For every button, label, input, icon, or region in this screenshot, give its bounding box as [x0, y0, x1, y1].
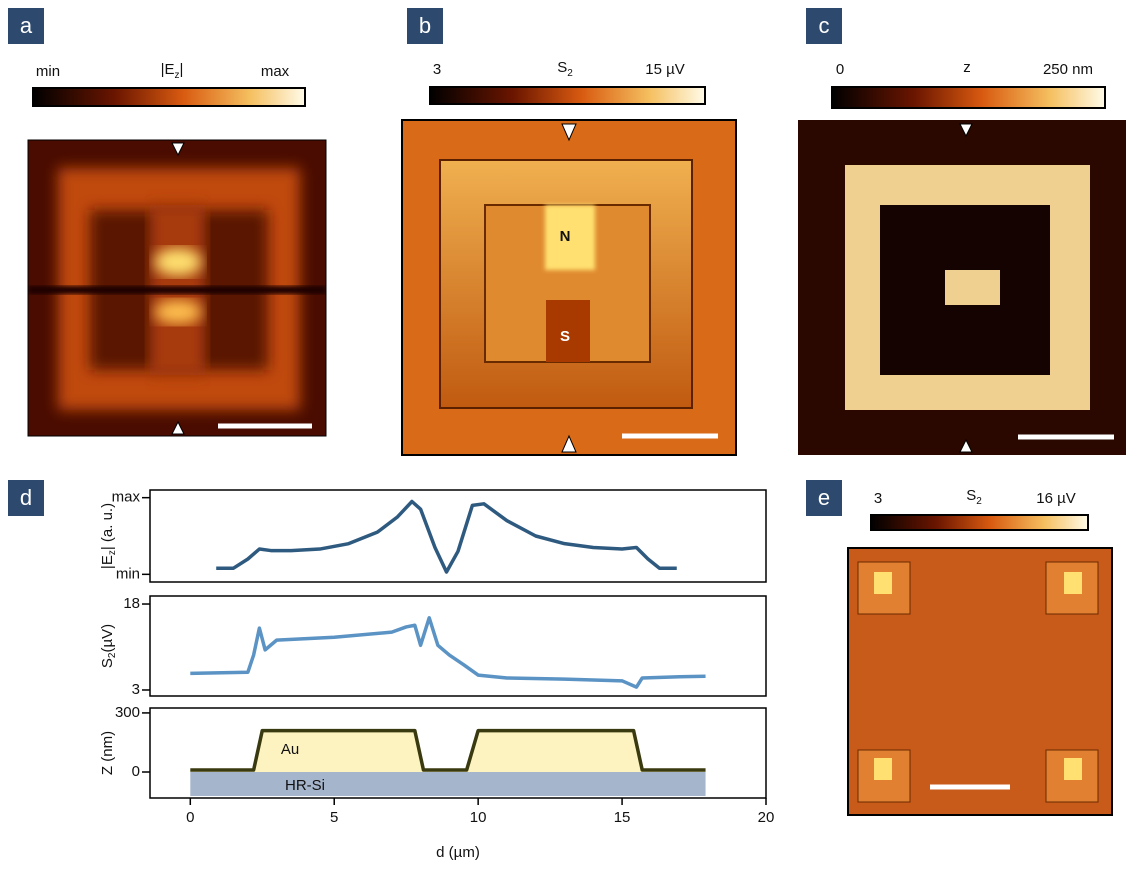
cbar-min: 3	[874, 490, 882, 507]
line	[190, 728, 706, 772]
cbar-max: max	[261, 63, 290, 80]
annotation: N	[560, 228, 571, 245]
panel-label: b	[419, 13, 431, 38]
y-tick-label: 18	[123, 595, 140, 612]
colorbars: min |Ez| max 3 S2 15 µV 0 z 250 nm 3 S2 …	[32, 59, 1106, 531]
annotation: S	[560, 328, 570, 345]
y-axis-label: Z (nm)	[99, 731, 116, 775]
photovoltage-overview	[847, 547, 1113, 816]
marker	[171, 420, 185, 435]
panel-label: d	[20, 485, 32, 510]
cbar-max: 250 nm	[1043, 61, 1093, 78]
y-axis-label: |Ez| (a. u.)	[99, 503, 118, 569]
cbar-title: S2	[966, 487, 982, 507]
x-tick-label: 5	[330, 809, 338, 826]
cbar-max: 15 µV	[645, 61, 685, 78]
photovoltage-map: N S	[401, 119, 737, 456]
y-tick-label: max	[112, 489, 141, 506]
y-label-part: 2	[107, 652, 118, 658]
annotation: Au	[281, 741, 299, 758]
x-tick-label: 0	[186, 809, 194, 826]
y-label-part: | (a. u.)	[99, 503, 116, 550]
annotation: HR-Si	[285, 777, 325, 794]
x-tick-label: 10	[470, 809, 487, 826]
cbar-title: z	[963, 59, 971, 76]
panel-label: e	[818, 485, 830, 510]
plot-frame	[149, 707, 767, 799]
topography-map	[798, 120, 1126, 455]
line	[190, 616, 706, 689]
substrate	[190, 772, 706, 796]
y-tick-label: min	[116, 565, 140, 582]
field-map	[28, 140, 326, 436]
y-tick-label: 3	[132, 681, 140, 698]
cbar-min: min	[36, 63, 60, 80]
panel-labels: a b c d e	[8, 8, 842, 516]
y-tick-label: 0	[132, 763, 140, 780]
cbar-max: 16 µV	[1036, 490, 1076, 507]
y-axis-label: S2(µV)	[99, 624, 118, 668]
panel-label: a	[20, 13, 33, 38]
area	[190, 730, 706, 773]
cbar-min: 0	[836, 61, 844, 78]
y-label-part: S	[99, 658, 116, 668]
cbar-min: 3	[433, 61, 441, 78]
y-tick-label: 300	[115, 704, 140, 721]
panel-label: c	[819, 13, 830, 38]
line	[216, 499, 677, 574]
y-label-part: Z (nm)	[99, 731, 116, 775]
cbar-title: |Ez|	[161, 61, 184, 81]
y-label-part: (µV)	[99, 624, 116, 653]
plot-frame	[149, 489, 767, 583]
x-tick-label: 15	[614, 809, 631, 826]
marker	[171, 142, 185, 157]
frame	[27, 139, 327, 437]
y-label-part: |E	[99, 555, 116, 569]
x-axis-label: d (µm)	[436, 844, 480, 861]
y-label-part: z	[107, 550, 118, 555]
plot-frame	[149, 595, 767, 697]
cbar-title: S2	[557, 59, 573, 79]
x-tick-label: 20	[758, 809, 775, 826]
